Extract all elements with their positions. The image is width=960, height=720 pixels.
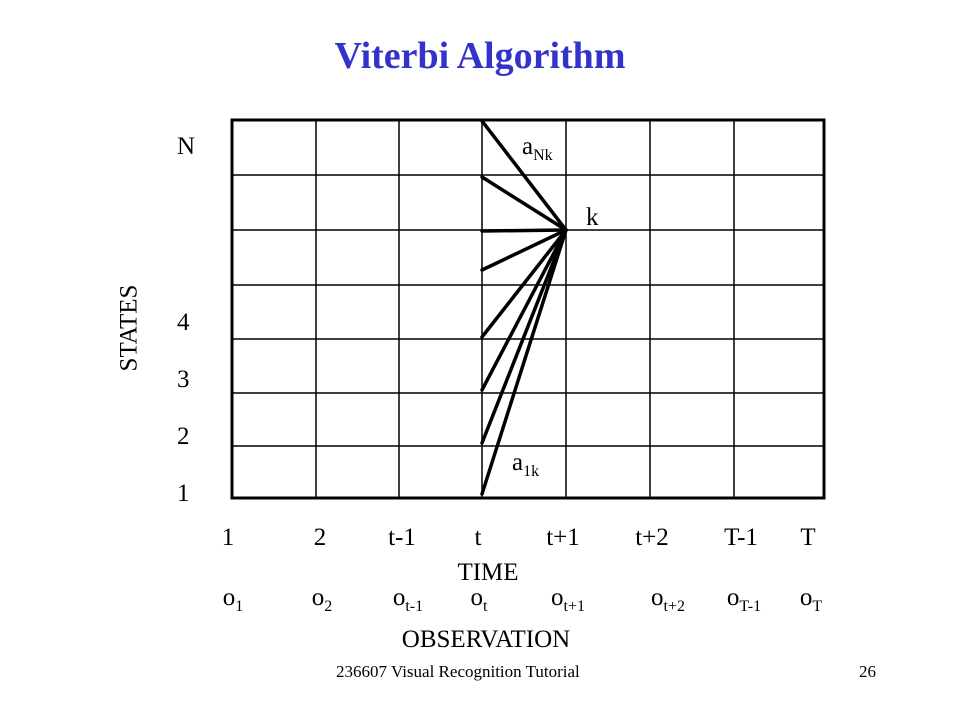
observation-base: o <box>470 584 484 611</box>
transition-line <box>480 228 568 272</box>
observation-sub: T-1 <box>739 598 762 615</box>
observation-1: o1 <box>222 584 244 615</box>
time-tick-1: 1 <box>221 524 235 551</box>
time-tick-T: T <box>800 524 816 551</box>
observation-sub: t <box>483 598 488 615</box>
transition-label-top: aNk <box>522 133 553 164</box>
transition-top-sub: Nk <box>533 147 553 164</box>
observation-base: o <box>311 584 325 611</box>
observation-base: o <box>551 584 564 611</box>
observation-sub: 1 <box>235 598 244 615</box>
transition-top-base: a <box>522 133 534 160</box>
observation-sub: t-1 <box>405 598 424 615</box>
time-tick-T-minus-1: T-1 <box>724 524 758 551</box>
time-axis-label: TIME <box>457 559 519 586</box>
target-state-label: k <box>586 204 599 231</box>
state-tick-4: 4 <box>177 309 190 336</box>
time-tick-t-minus-1: t-1 <box>388 524 416 551</box>
slide-title: Viterbi Algorithm <box>334 35 626 77</box>
transition-label-bottom: a1k <box>512 449 539 480</box>
observation-t-minus-1: ot-1 <box>392 584 423 615</box>
time-tick-t: t <box>474 524 482 551</box>
observation-2: o2 <box>311 584 333 615</box>
transition-line <box>480 175 568 232</box>
observation-base: o <box>222 584 236 611</box>
state-tick-2: 2 <box>177 423 190 450</box>
time-tick-t-plus-2: t+2 <box>635 524 669 551</box>
states-axis-label: STATES <box>115 284 143 372</box>
transition-line <box>480 228 568 339</box>
trellis-grid <box>232 120 824 498</box>
time-tick-t-plus-1: t+1 <box>546 524 580 551</box>
trellis-border <box>230 118 826 500</box>
observation-sub: 2 <box>324 598 333 615</box>
footer-course: 236607 Visual Recognition Tutorial <box>336 662 580 681</box>
state-tick-3: 3 <box>177 366 190 393</box>
observation-t-plus-2: ot+2 <box>651 584 685 615</box>
observation-sub: t+1 <box>563 598 585 615</box>
observation-T: oT <box>799 584 822 615</box>
observation-t: ot <box>470 584 488 615</box>
observation-base: o <box>726 584 740 611</box>
observation-base: o <box>651 584 664 611</box>
observation-base: o <box>799 584 813 611</box>
transition-line <box>480 119 568 232</box>
observation-sub: T <box>812 598 823 615</box>
transition-line <box>480 228 568 233</box>
transition-lines <box>480 119 568 496</box>
footer-page-number: 26 <box>859 662 876 681</box>
observation-base: o <box>392 584 406 611</box>
transition-line <box>480 228 568 496</box>
state-tick-n: N <box>177 133 196 160</box>
transition-line <box>480 228 568 445</box>
observation-axis-label: OBSERVATION <box>401 626 571 653</box>
time-tick-2: 2 <box>313 524 327 551</box>
transition-bottom-base: a <box>512 449 524 476</box>
transition-line <box>480 228 568 392</box>
transition-bottom-sub: 1k <box>523 463 540 480</box>
state-tick-1: 1 <box>177 480 190 507</box>
observation-T-minus-1: oT-1 <box>726 584 761 615</box>
observation-sub: t+2 <box>663 598 685 615</box>
observation-t-plus-1: ot+1 <box>551 584 585 615</box>
